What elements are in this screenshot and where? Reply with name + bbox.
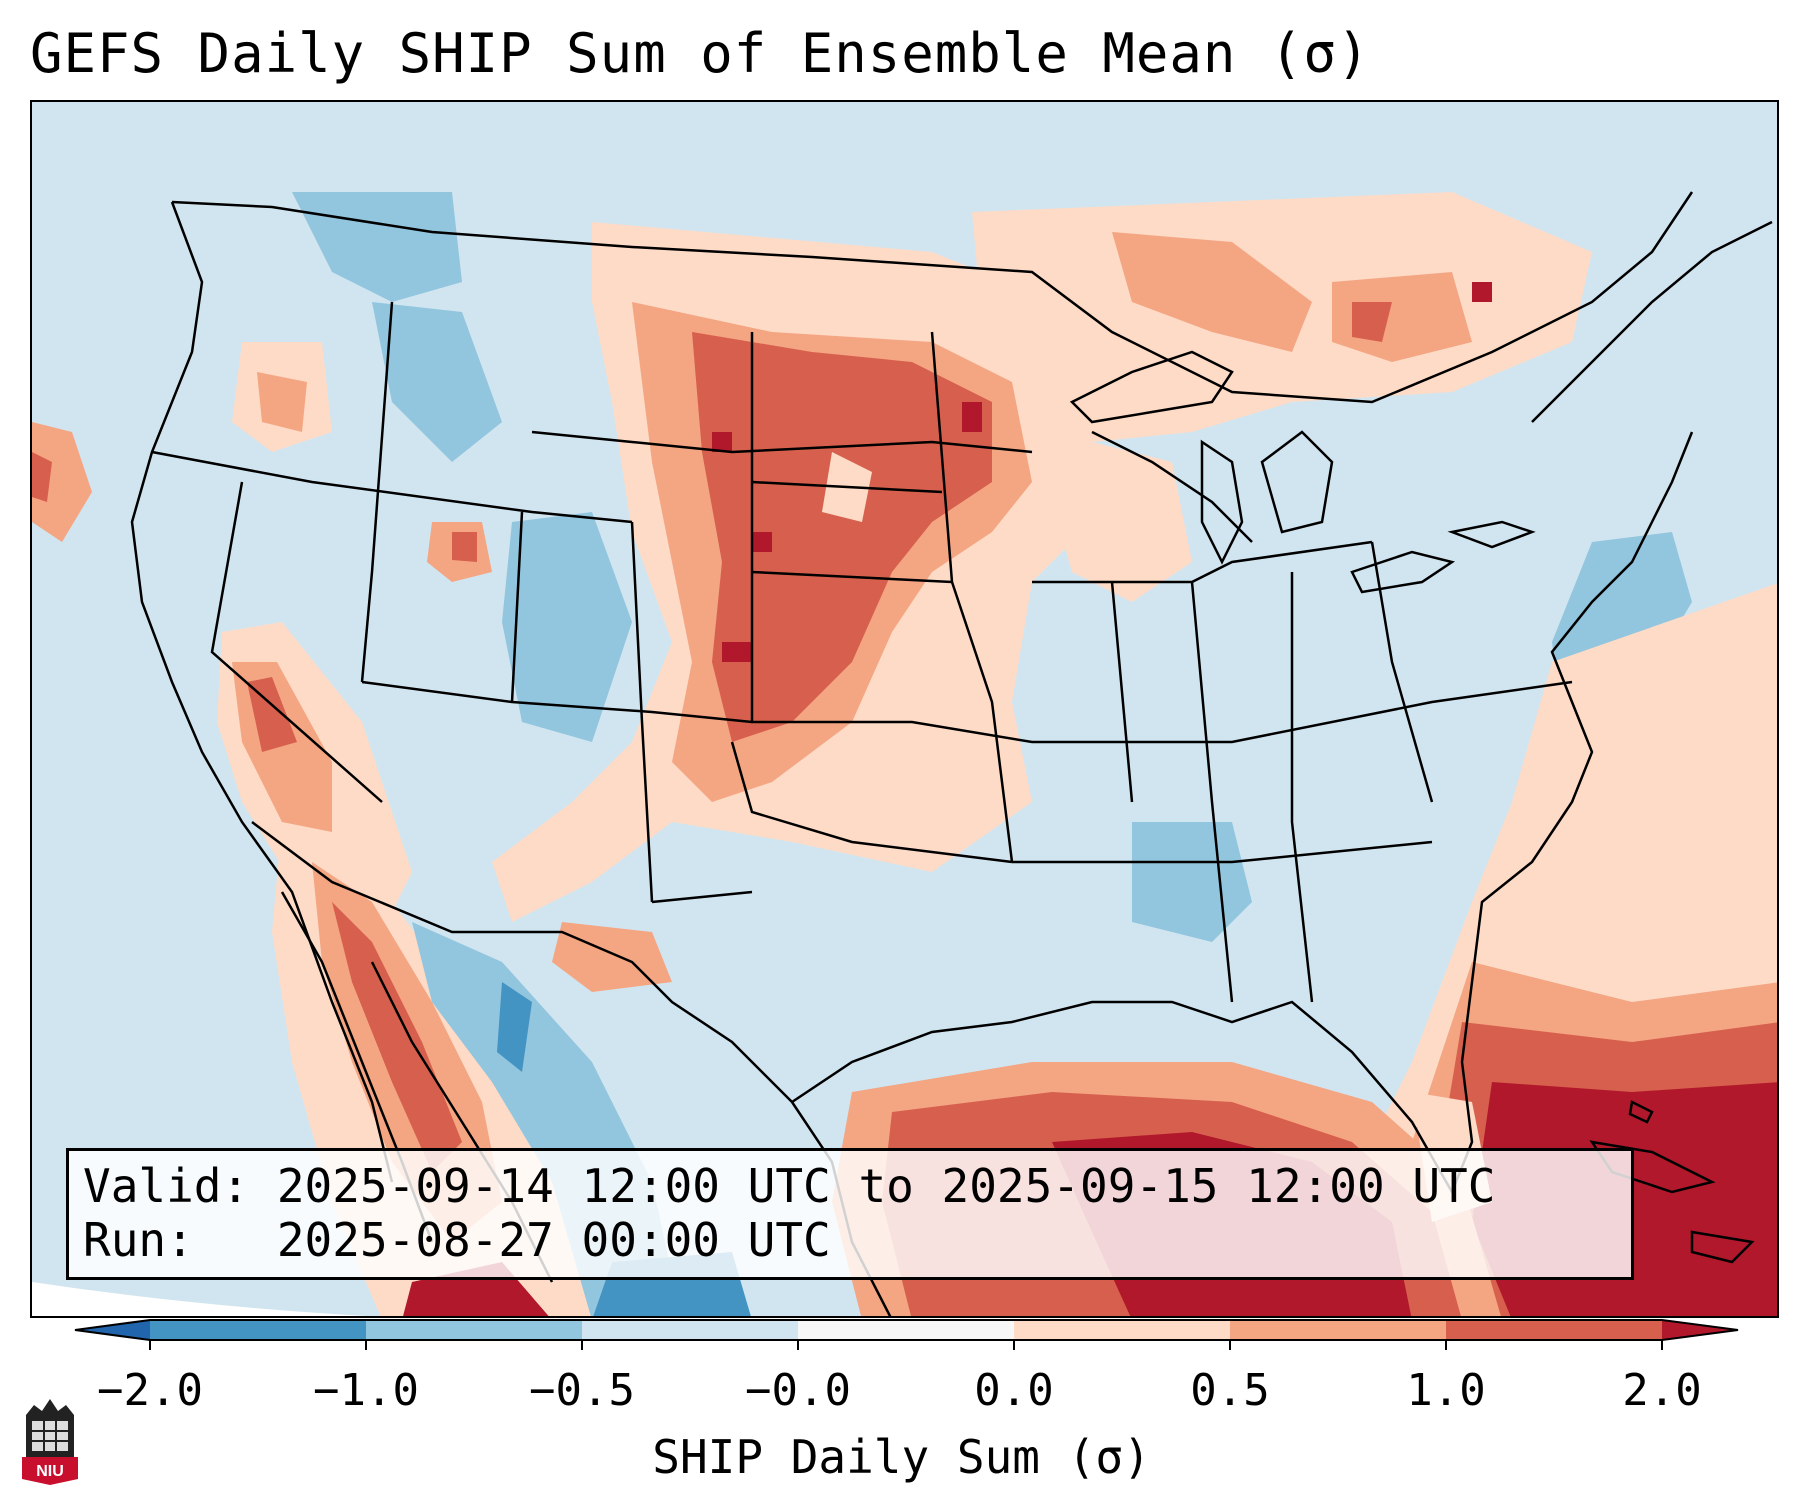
colorbar-seg-0 (75, 1320, 150, 1340)
colorbar-seg-3 (582, 1320, 798, 1340)
colorbar-tick-label: 0.0 (974, 1365, 1054, 1416)
projection-edge-sw (32, 1282, 367, 1316)
map-title: GEFS Daily SHIP Sum of Ensemble Mean (σ) (30, 22, 1371, 85)
anomaly-field-map (32, 102, 1777, 1316)
colorbar-tick-label: 1.0 (1406, 1365, 1486, 1416)
colorbar-tick-label: 0.5 (1190, 1365, 1270, 1416)
colorbar-seg-8 (1662, 1320, 1738, 1340)
colorbar-seg-7 (1446, 1320, 1662, 1340)
colorbar-tick-label: −0.5 (529, 1365, 635, 1416)
colorbar-tick-label: −0.0 (745, 1365, 851, 1416)
logo-text: NIU (36, 1463, 64, 1480)
colorbar-seg-2 (366, 1320, 582, 1340)
northern-rockies-negative (292, 192, 462, 302)
colorado-rockies-negative (502, 512, 632, 742)
colorbar-tick-label: −1.0 (313, 1365, 419, 1416)
valid-time-text: Valid: 2025-09-14 12:00 UTC to 2025-09-1… (83, 1159, 1496, 1213)
northern-plains-positive (692, 332, 992, 742)
colorbar-tick-label: 2.0 (1622, 1365, 1702, 1416)
colorbar-seg-5 (1014, 1320, 1230, 1340)
colorbar-seg-4 (798, 1320, 1014, 1340)
colorbar-seg-1 (150, 1320, 366, 1340)
colorbar-label: SHIP Daily Sum (σ) (652, 1430, 1151, 1484)
colorbar-tick-label: −2.0 (97, 1365, 203, 1416)
colorbar (74, 1319, 1739, 1350)
valid-run-info-box: Valid: 2025-09-14 12:00 UTC to 2025-09-1… (66, 1148, 1634, 1280)
map-panel[interactable] (30, 100, 1779, 1318)
pacific-warm-patch (32, 422, 92, 542)
run-time-text: Run: 2025-08-27 00:00 UTC (83, 1213, 831, 1267)
colorbar-seg-6 (1230, 1320, 1446, 1340)
niu-logo-icon: NIU (22, 1399, 78, 1485)
